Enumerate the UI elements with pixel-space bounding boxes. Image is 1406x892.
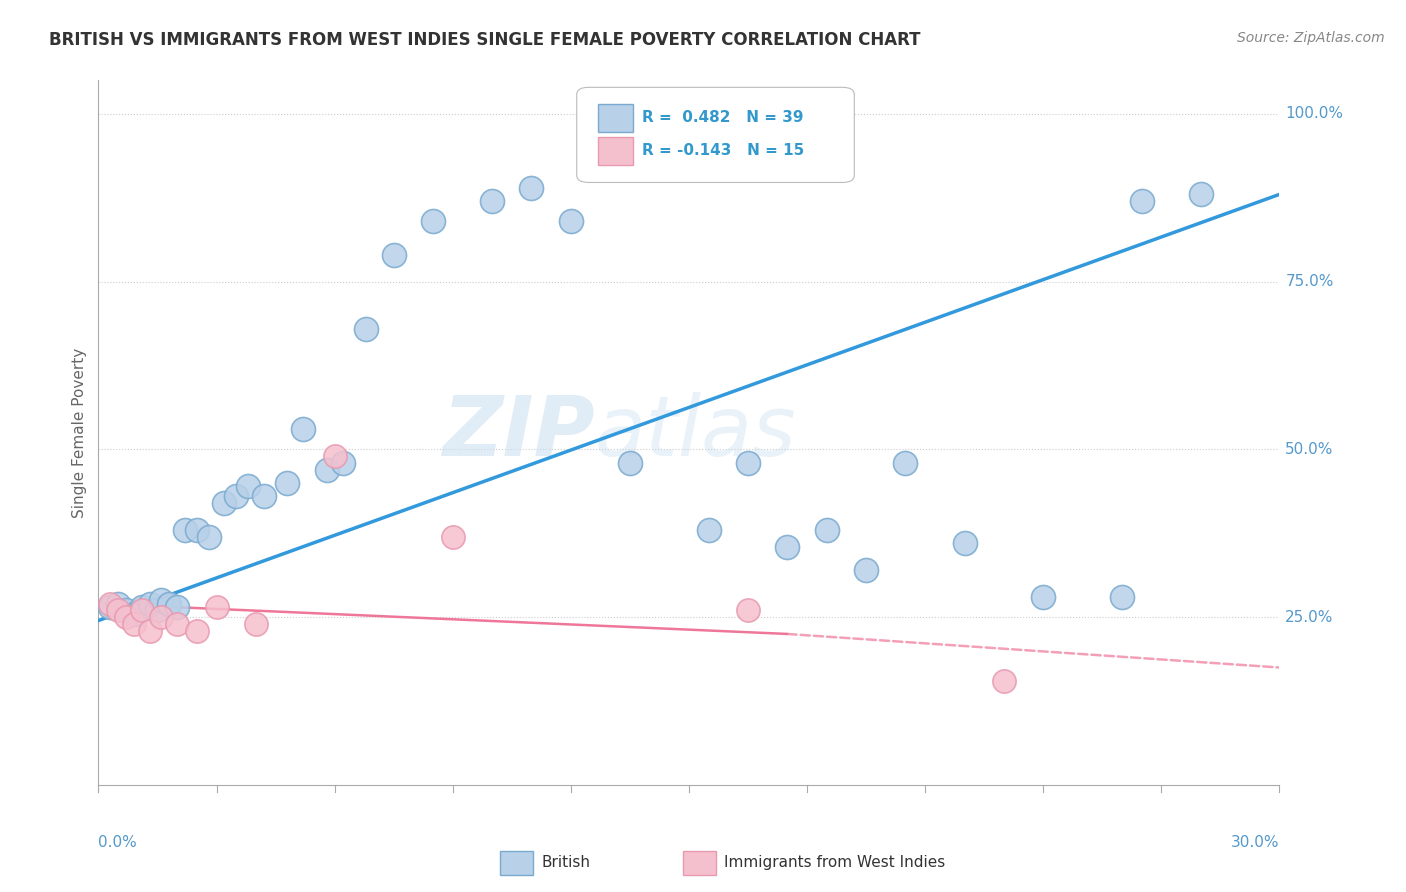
Point	[225, 489, 247, 503]
Point	[107, 603, 129, 617]
Point	[236, 479, 259, 493]
Text: Source: ZipAtlas.com: Source: ZipAtlas.com	[1237, 31, 1385, 45]
Point	[186, 523, 208, 537]
Point	[131, 600, 153, 615]
Point	[122, 616, 145, 631]
Point	[993, 673, 1015, 688]
Text: BRITISH VS IMMIGRANTS FROM WEST INDIES SINGLE FEMALE POVERTY CORRELATION CHART: BRITISH VS IMMIGRANTS FROM WEST INDIES S…	[49, 31, 921, 49]
Point	[855, 563, 877, 577]
Point	[292, 422, 315, 436]
Point	[520, 180, 543, 194]
Point	[150, 593, 173, 607]
Point	[382, 248, 405, 262]
Point	[1130, 194, 1153, 208]
Point	[131, 603, 153, 617]
Text: R = -0.143   N = 15: R = -0.143 N = 15	[641, 144, 804, 158]
Point	[737, 603, 759, 617]
Text: 30.0%: 30.0%	[1232, 835, 1279, 850]
Point	[166, 616, 188, 631]
Point	[315, 462, 337, 476]
Point	[157, 597, 180, 611]
Text: 0.0%: 0.0%	[98, 835, 138, 850]
Point	[197, 530, 219, 544]
Point	[276, 475, 298, 490]
Point	[115, 603, 138, 617]
Point	[1032, 590, 1054, 604]
FancyBboxPatch shape	[501, 851, 533, 875]
Point	[815, 523, 838, 537]
Point	[138, 597, 160, 611]
FancyBboxPatch shape	[683, 851, 716, 875]
Text: 75.0%: 75.0%	[1285, 274, 1334, 289]
Text: 25.0%: 25.0%	[1285, 609, 1334, 624]
Point	[1111, 590, 1133, 604]
Point	[354, 321, 377, 335]
Point	[776, 540, 799, 554]
Point	[138, 624, 160, 638]
Point	[1189, 187, 1212, 202]
Point	[115, 610, 138, 624]
Point	[560, 214, 582, 228]
FancyBboxPatch shape	[598, 136, 634, 165]
Point	[166, 600, 188, 615]
Text: 100.0%: 100.0%	[1285, 106, 1343, 121]
Text: R =  0.482   N = 39: R = 0.482 N = 39	[641, 110, 803, 125]
Y-axis label: Single Female Poverty: Single Female Poverty	[72, 348, 87, 517]
Point	[150, 610, 173, 624]
Point	[441, 530, 464, 544]
Point	[98, 597, 121, 611]
Point	[894, 456, 917, 470]
Point	[245, 616, 267, 631]
Point	[253, 489, 276, 503]
Point	[481, 194, 503, 208]
FancyBboxPatch shape	[598, 103, 634, 132]
Text: British: British	[541, 855, 591, 870]
Point	[323, 449, 346, 463]
Point	[214, 496, 236, 510]
Text: Immigrants from West Indies: Immigrants from West Indies	[724, 855, 946, 870]
Point	[953, 536, 976, 550]
Point	[619, 456, 641, 470]
Point	[174, 523, 197, 537]
Point	[186, 624, 208, 638]
Point	[422, 214, 444, 228]
Point	[107, 597, 129, 611]
Point	[98, 600, 121, 615]
FancyBboxPatch shape	[576, 87, 855, 183]
Text: 50.0%: 50.0%	[1285, 442, 1334, 457]
Point	[697, 523, 720, 537]
Point	[737, 456, 759, 470]
Point	[146, 603, 169, 617]
Point	[205, 600, 228, 615]
Text: ZIP: ZIP	[441, 392, 595, 473]
Point	[122, 607, 145, 621]
Text: atlas: atlas	[595, 392, 796, 473]
Point	[332, 456, 354, 470]
